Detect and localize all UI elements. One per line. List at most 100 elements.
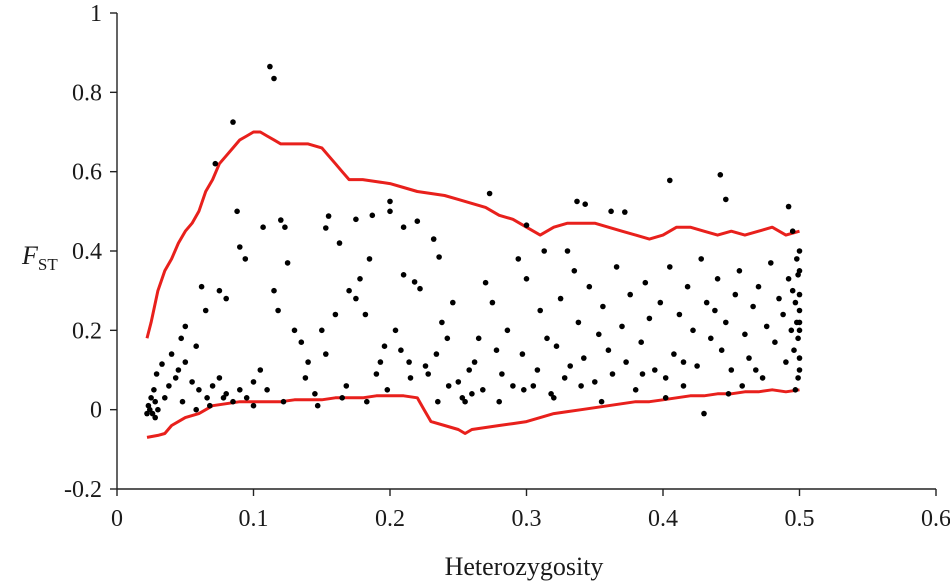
data-point — [717, 172, 724, 178]
data-point — [216, 375, 223, 381]
data-point — [323, 225, 329, 231]
data-point — [168, 351, 175, 357]
data-point — [714, 276, 721, 282]
data-point — [243, 395, 250, 401]
data-point — [684, 283, 691, 290]
x-tick-label: 0.5 — [785, 506, 815, 532]
data-point — [162, 395, 168, 401]
data-point — [759, 375, 766, 381]
data-point — [746, 355, 752, 361]
data-point — [202, 307, 209, 314]
axes — [116, 13, 936, 490]
y-axis-label-main: F — [21, 241, 39, 270]
x-tick-label: 0 — [111, 506, 123, 532]
data-point — [216, 287, 223, 294]
data-point — [392, 327, 399, 334]
x-tick-label: 0.1 — [239, 506, 269, 532]
data-point — [622, 209, 628, 215]
data-point — [425, 371, 432, 377]
data-point — [148, 395, 154, 401]
data-point — [444, 335, 451, 342]
data-point — [207, 402, 213, 409]
data-point — [319, 327, 325, 334]
y-tick-label: 0.2 — [72, 318, 102, 344]
data-point — [364, 398, 370, 405]
data-point — [384, 387, 391, 393]
data-point — [582, 201, 588, 207]
data-point — [166, 383, 172, 389]
data-point — [493, 347, 500, 354]
data-point — [623, 359, 629, 365]
data-point — [430, 236, 437, 242]
data-point — [271, 75, 277, 82]
data-point — [796, 307, 803, 314]
data-point — [592, 379, 598, 385]
data-point — [750, 303, 756, 310]
data-point — [411, 279, 418, 285]
data-point — [151, 387, 157, 393]
data-point — [439, 319, 445, 326]
data-point — [387, 198, 393, 205]
data-point — [586, 283, 593, 290]
data-point — [662, 375, 669, 381]
data-point — [718, 347, 725, 354]
data-point — [153, 371, 160, 377]
data-point — [260, 224, 266, 230]
data-point — [459, 395, 466, 401]
data-point — [703, 299, 710, 306]
data-point — [455, 379, 462, 385]
data-point — [725, 391, 732, 397]
data-point — [234, 208, 240, 215]
data-point — [794, 256, 800, 262]
data-point — [613, 264, 620, 270]
data-point — [193, 343, 199, 350]
data-point — [530, 383, 537, 389]
data-point — [237, 387, 243, 393]
data-point — [435, 398, 441, 405]
data-point — [414, 218, 421, 224]
data-point — [638, 339, 644, 346]
data-point — [278, 217, 284, 223]
data-point — [792, 387, 799, 393]
data-point — [182, 359, 189, 365]
data-point — [642, 279, 649, 286]
data-point — [178, 335, 184, 342]
data-point — [369, 212, 376, 219]
data-point — [267, 63, 273, 70]
data-point — [196, 387, 202, 393]
data-point — [275, 307, 281, 314]
data-point — [736, 268, 743, 274]
data-point — [406, 359, 412, 365]
data-point — [551, 395, 557, 401]
data-point — [422, 363, 429, 369]
data-point — [510, 383, 516, 389]
data-point — [708, 335, 714, 342]
data-point — [662, 395, 669, 401]
data-point — [534, 367, 541, 373]
data-point — [242, 256, 249, 262]
data-point — [598, 398, 605, 405]
data-point — [523, 276, 530, 282]
data-point — [223, 295, 229, 302]
data-point — [785, 203, 792, 210]
data-point — [312, 391, 318, 397]
data-point — [768, 260, 774, 266]
data-point — [567, 363, 573, 369]
x-tick-label: 0.4 — [648, 506, 678, 532]
data-point — [788, 327, 795, 334]
data-point — [475, 335, 482, 342]
data-point — [581, 355, 587, 361]
data-point — [796, 291, 803, 298]
data-point — [544, 335, 550, 342]
data-point — [523, 222, 530, 228]
data-point — [561, 375, 568, 381]
data-point — [795, 375, 801, 381]
data-point — [571, 268, 578, 274]
data-point — [377, 359, 384, 365]
lower-bound-line — [146, 388, 800, 439]
data-point — [723, 196, 729, 203]
data-point — [346, 287, 352, 294]
data-point — [436, 254, 442, 260]
data-point — [466, 367, 473, 373]
data-point — [796, 248, 803, 254]
